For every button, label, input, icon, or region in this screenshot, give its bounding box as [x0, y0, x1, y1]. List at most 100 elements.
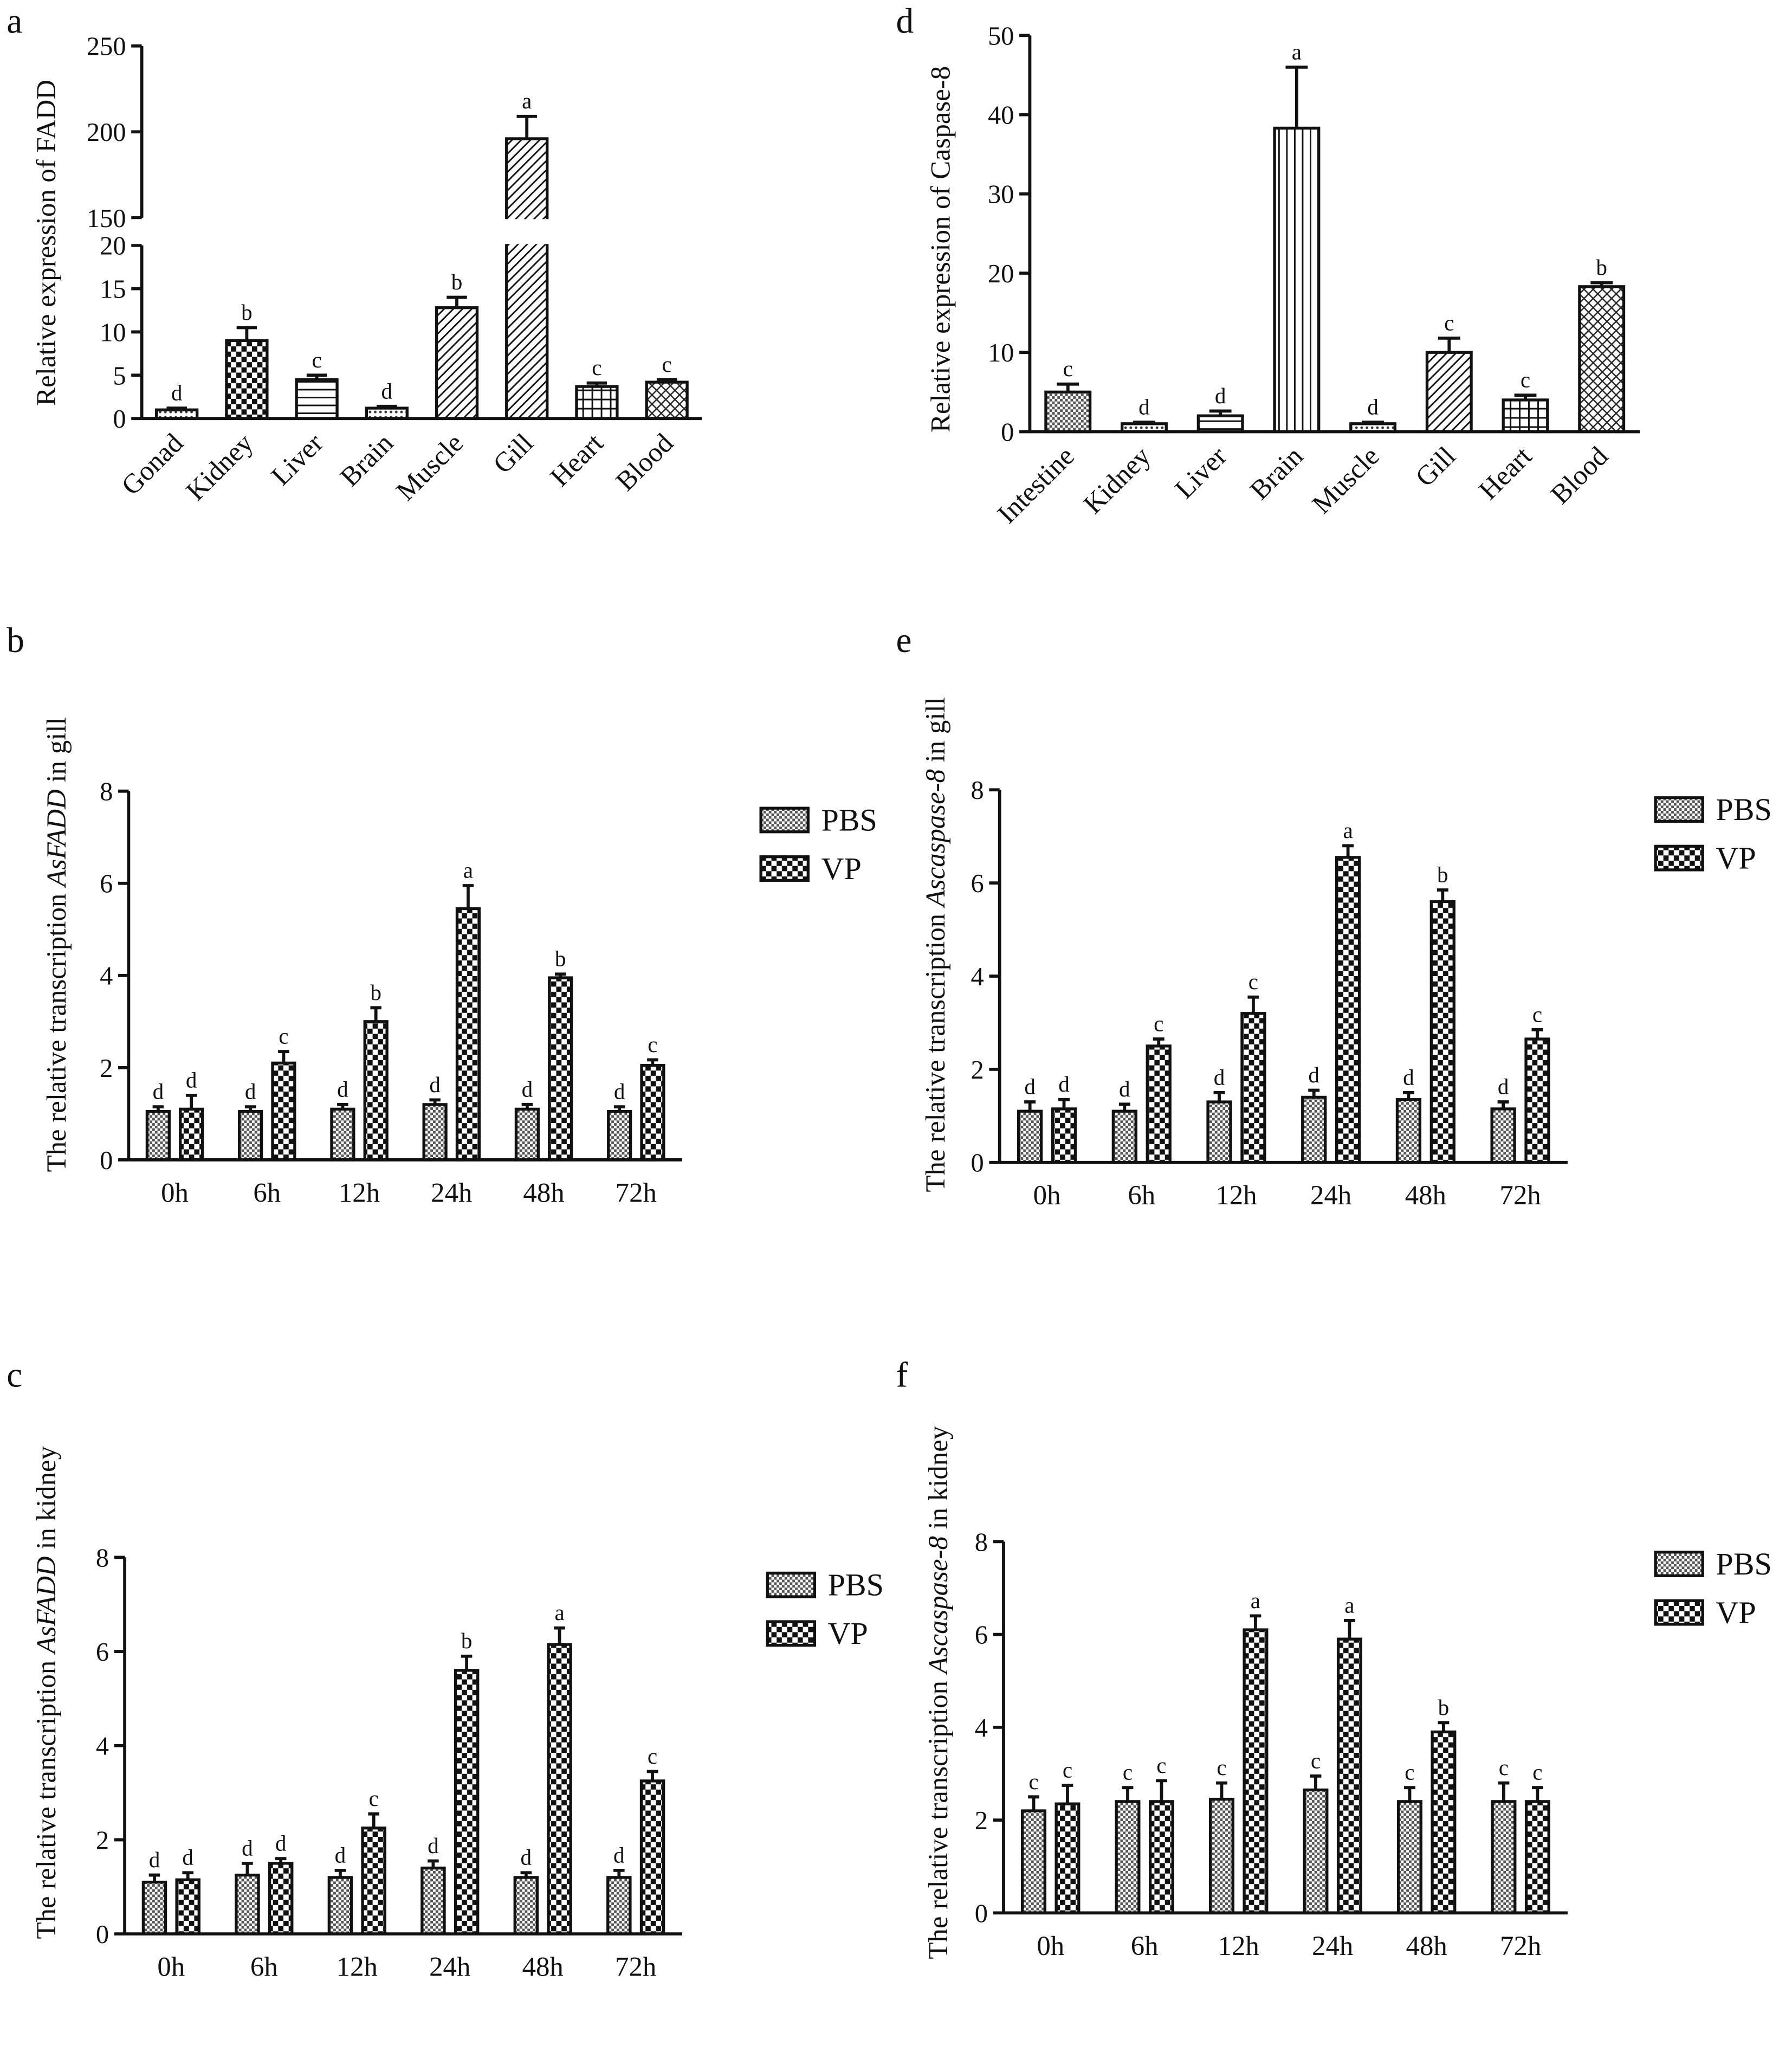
x-tick-label: Gill [1409, 441, 1461, 493]
error-bar [1156, 1779, 1167, 1802]
significance-label: d [242, 1835, 253, 1860]
significance-label: c [1532, 1760, 1542, 1785]
y-tick-label: 15 [100, 275, 126, 304]
x-tick-label: 48h [1406, 1931, 1447, 1961]
legend-swatch [759, 855, 810, 882]
y-axis-label: Relative expression of Caspase-8 [926, 66, 956, 433]
y-tick-label: 4 [96, 1732, 109, 1761]
y-axis-label-part: Ascaspase-8 [923, 1536, 953, 1675]
y-tick-label: 4 [975, 1714, 988, 1743]
error-bar [1118, 1102, 1130, 1112]
bar [514, 1107, 540, 1161]
bar [455, 907, 481, 1161]
y-axis-label-part: The relative transcription [920, 907, 950, 1192]
x-tick-label: Gonad [115, 428, 189, 501]
error-bar [152, 1105, 164, 1112]
error-bar [1531, 1028, 1543, 1040]
significance-label: c [1444, 310, 1454, 335]
error-bar [1310, 1774, 1322, 1790]
bar [238, 1109, 263, 1161]
y-axis-label-part: in kidney [923, 1425, 953, 1536]
x-tick-label: Intestine [992, 441, 1080, 529]
error-bar [1342, 844, 1354, 857]
bar [145, 1109, 171, 1161]
significance-label: c [648, 1744, 657, 1769]
error-bar [337, 1102, 348, 1109]
x-tick-label: 72h [1499, 1180, 1541, 1210]
error-bar [1153, 1037, 1165, 1046]
y-axis-label-part: Relative expression of FADD [31, 80, 61, 406]
significance-label: b [461, 1628, 473, 1653]
bar [1429, 900, 1455, 1164]
significance-label: d [337, 1076, 348, 1101]
error-bar [1247, 995, 1259, 1014]
x-tick-label: 12h [1215, 1180, 1257, 1210]
error-bar [1213, 1090, 1225, 1102]
y-tick-label: 6 [975, 1621, 988, 1650]
significance-label: a [554, 1600, 564, 1625]
bar [1148, 1800, 1174, 1915]
error-bar [1028, 1795, 1039, 1811]
y-axis-label: The relative transcription Ascaspase-8 i… [923, 1425, 953, 1959]
significance-label: c [1028, 1769, 1038, 1794]
x-tick-label: 12h [339, 1177, 380, 1208]
x-tick-label: 72h [616, 1177, 657, 1208]
error-bar [656, 378, 677, 383]
x-tick-label: 24h [431, 1177, 472, 1208]
y-tick-label: 2 [975, 1806, 988, 1835]
legend-label: VP [1716, 841, 1756, 876]
error-bar [1514, 393, 1537, 400]
significance-label: a [1343, 818, 1353, 843]
bar [1336, 1637, 1362, 1915]
significance-label: d [1119, 1076, 1130, 1101]
x-tick-label: 48h [523, 1177, 564, 1208]
y-tick-label: 2 [100, 1054, 113, 1083]
bar [1273, 126, 1321, 434]
significance-label: c [648, 1032, 657, 1057]
legend-swatch [1654, 844, 1704, 872]
bar [1051, 1107, 1077, 1164]
error-bar [334, 1868, 346, 1877]
y-tick-label: 20 [988, 260, 1014, 288]
x-tick-label: 24h [429, 1952, 470, 1982]
bar [1021, 1809, 1046, 1915]
error-bar [429, 1098, 441, 1105]
bar [640, 1063, 665, 1161]
y-tick-label: 50 [988, 22, 1014, 50]
significance-label: c [1063, 356, 1073, 381]
significance-label: d [153, 1079, 164, 1104]
significance-label: b [1438, 1695, 1450, 1720]
bar [606, 1876, 632, 1935]
y-axis-label-part: in gill [41, 717, 72, 789]
y-axis-label-part: The relative transcription [41, 887, 72, 1172]
error-bar [166, 406, 187, 410]
x-tick-label: 12h [337, 1952, 378, 1982]
legend-label: PBS [821, 802, 877, 837]
error-bar [521, 1102, 533, 1109]
y-tick-label: 0 [971, 1149, 984, 1178]
x-tick-label: 6h [250, 1952, 278, 1982]
panel-label: a [7, 2, 22, 41]
error-bar [1285, 65, 1308, 128]
error-bar [236, 326, 257, 341]
significance-label: d [245, 1079, 256, 1104]
error-bar [1122, 1786, 1134, 1802]
significance-label: c [1405, 1760, 1414, 1785]
significance-label: c [312, 347, 321, 372]
bar [1206, 1100, 1232, 1164]
error-bar [306, 373, 327, 380]
significance-label: d [613, 1842, 625, 1867]
x-tick-label: 12h [1218, 1931, 1259, 1961]
legend-label: PBS [1716, 792, 1771, 827]
bar [607, 1109, 632, 1161]
error-bar [646, 1770, 658, 1781]
panel-label: c [7, 1356, 22, 1395]
y-tick-label: 10 [100, 318, 126, 347]
bar [548, 976, 573, 1161]
error-bar [554, 972, 566, 978]
bar [1491, 1800, 1517, 1915]
error-bar [1058, 1098, 1070, 1109]
significance-label: c [662, 352, 671, 377]
bar [454, 1669, 480, 1935]
